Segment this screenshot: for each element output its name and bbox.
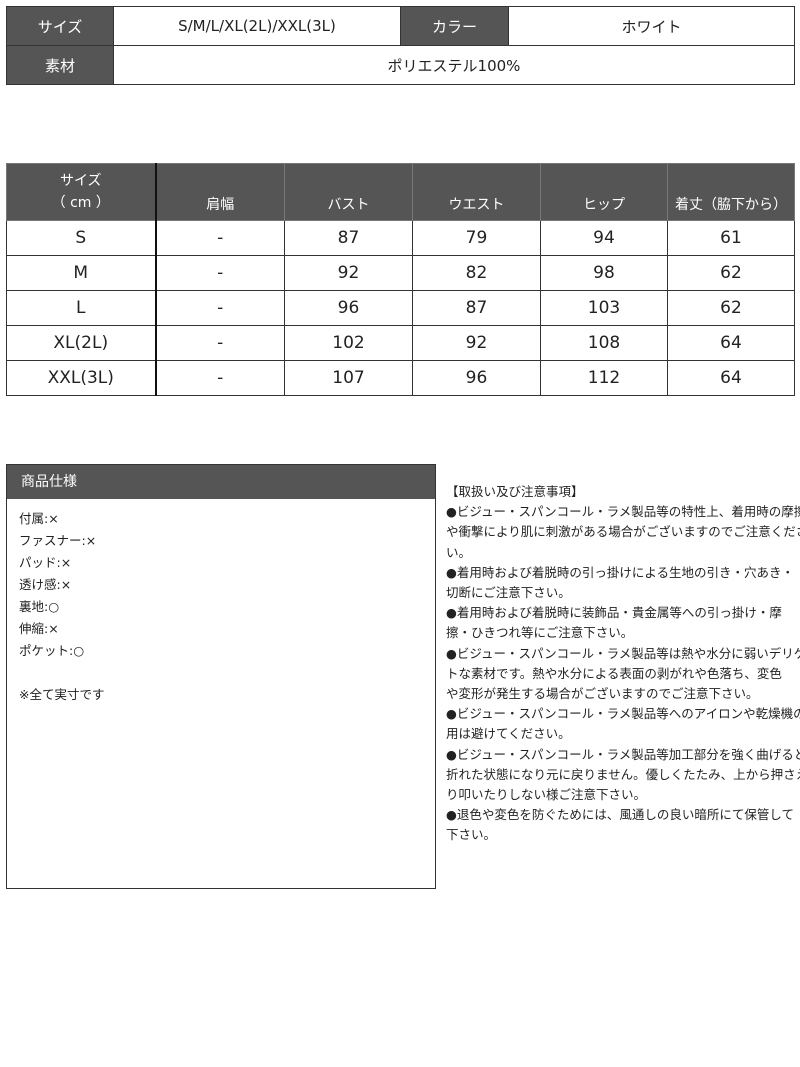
size-row: サイズ S/M/L/XL(2L)/XXL(3L) カラー ホワイト (6, 6, 795, 46)
color-value: ホワイト (508, 6, 795, 46)
measurement-cell: - (155, 255, 285, 291)
measurement-cell: 62 (667, 290, 795, 326)
size-table: サイズ （ cm ） 肩幅 バスト ウエスト ヒップ 着丈（脇下から） S -87… (6, 163, 795, 396)
spec-item: パッド:× (19, 555, 72, 570)
header-size-line2: （ cm ） (51, 195, 110, 211)
notes-line: や衝撃により肌に刺激がある場合がございますのでご注意くださ (446, 524, 800, 540)
header-hip: ヒップ (540, 163, 668, 221)
notes-line: ●着用時および着脱時の引っ掛けによる生地の引き・穴あき・ (446, 564, 795, 580)
size-table-header: サイズ （ cm ） 肩幅 バスト ウエスト ヒップ 着丈（脇下から） (6, 163, 795, 221)
spec-item: 裏地:○ (19, 599, 60, 614)
material-label: 素材 (6, 45, 114, 85)
size-value: S/M/L/XL(2L)/XXL(3L) (113, 6, 401, 46)
measurement-cell: 102 (284, 325, 413, 361)
notes-line: り叩いたりしない様ご注意下さい。 (446, 787, 647, 803)
basic-info-table: サイズ S/M/L/XL(2L)/XXL(3L) カラー ホワイト 素材 ポリエ… (6, 6, 795, 85)
measurement-cell: 98 (540, 255, 668, 291)
notes-line: ●ビジュー・スパンコール・ラメ製品等へのアイロンや乾燥機の使 (446, 706, 800, 722)
size-cell: L (6, 290, 157, 326)
measurement-cell: 62 (667, 255, 795, 291)
measurement-cell: 61 (667, 220, 795, 256)
size-table-row: XL(2L) -102 92 108 64 (6, 325, 795, 361)
spec-item: ポケット:○ (19, 643, 85, 658)
measurement-cell: 87 (412, 290, 541, 326)
notes-line: ●着用時および着脱時に装飾品・貴金属等への引っ掛け・摩 (446, 605, 782, 621)
size-label: サイズ (6, 6, 114, 46)
color-label: カラー (400, 6, 509, 46)
header-length: 着丈（脇下から） (667, 163, 795, 221)
measurement-cell: 96 (412, 360, 541, 396)
notes-title: 【取扱い及び注意事項】 (446, 484, 584, 499)
measurement-cell: 92 (412, 325, 541, 361)
measurement-cell: 103 (540, 290, 668, 326)
spec-item: 透け感:× (19, 577, 72, 592)
measurement-cell: - (155, 220, 285, 256)
notes-line: い。 (446, 544, 472, 560)
measurement-cell: 96 (284, 290, 413, 326)
header-shoulder: 肩幅 (155, 163, 285, 221)
spec-item: 付属:× (19, 511, 59, 526)
size-table-row: S -87 79 94 61 (6, 220, 795, 256)
measurement-cell: 82 (412, 255, 541, 291)
header-size: サイズ （ cm ） (6, 163, 157, 221)
notes-line: ●ビジュー・スパンコール・ラメ製品等は熱や水分に弱いデリケー (446, 645, 800, 661)
measurement-cell: 64 (667, 360, 795, 396)
notes-line: トな素材です。熱や水分による表面の剥がれや色落ち、変色 (446, 665, 782, 681)
notes-line: 下さい。 (446, 827, 497, 843)
notes-line: ●退色や変色を防ぐためには、風通しの良い暗所にて保管して (446, 807, 795, 823)
measurement-cell: - (155, 360, 285, 396)
notes-line: 折れた状態になり元に戻りません。優しくたたみ、上から押さえた (446, 766, 800, 782)
notes-line: 用は避けてください。 (446, 726, 571, 742)
size-cell: XL(2L) (6, 325, 157, 361)
measurement-cell: 108 (540, 325, 668, 361)
measurement-cell: - (155, 290, 285, 326)
size-cell: XXL(3L) (6, 360, 157, 396)
header-bust: バスト (284, 163, 413, 221)
care-notes: 【取扱い及び注意事項】 ●ビジュー・スパンコール・ラメ製品等の特性上、着用時の摩擦… (446, 482, 800, 846)
measurement-cell: 107 (284, 360, 413, 396)
notes-line: ●ビジュー・スパンコール・ラメ製品等加工部分を強く曲げると (446, 746, 800, 762)
notes-line: や変形が発生する場合がございますのでご注意下さい。 (446, 686, 759, 702)
header-waist: ウエスト (412, 163, 541, 221)
size-table-row: XXL(3L) -107 96 112 64 (6, 360, 795, 396)
spec-note: ※全て実寸です (19, 687, 105, 702)
measurement-cell: - (155, 325, 285, 361)
size-table-row: L -96 87 103 62 (6, 290, 795, 326)
spec-item: 伸縮:× (19, 621, 59, 636)
notes-line: 擦・ひきつれ等にご注意下さい。 (446, 625, 634, 641)
measurement-cell: 64 (667, 325, 795, 361)
measurement-cell: 112 (540, 360, 668, 396)
notes-line: 切断にご注意下さい。 (446, 585, 571, 601)
size-cell: S (6, 220, 157, 256)
size-cell: M (6, 255, 157, 291)
size-table-row: M -92 82 98 62 (6, 255, 795, 291)
header-size-line1: サイズ (59, 173, 102, 189)
spec-title: 商品仕様 (7, 465, 435, 499)
material-row: 素材 ポリエステル100% (6, 45, 795, 85)
measurement-cell: 87 (284, 220, 413, 256)
notes-line: ●ビジュー・スパンコール・ラメ製品等の特性上、着用時の摩擦 (446, 504, 800, 520)
spec-item: ファスナー:× (19, 533, 97, 548)
measurement-cell: 92 (284, 255, 413, 291)
measurement-cell: 79 (412, 220, 541, 256)
measurement-cell: 94 (540, 220, 668, 256)
material-value: ポリエステル100% (113, 45, 795, 85)
product-spec-box: 商品仕様 付属:× ファスナー:× パッド:× 透け感:× 裏地:○ 伸縮:× ポケット:○… (6, 464, 436, 889)
